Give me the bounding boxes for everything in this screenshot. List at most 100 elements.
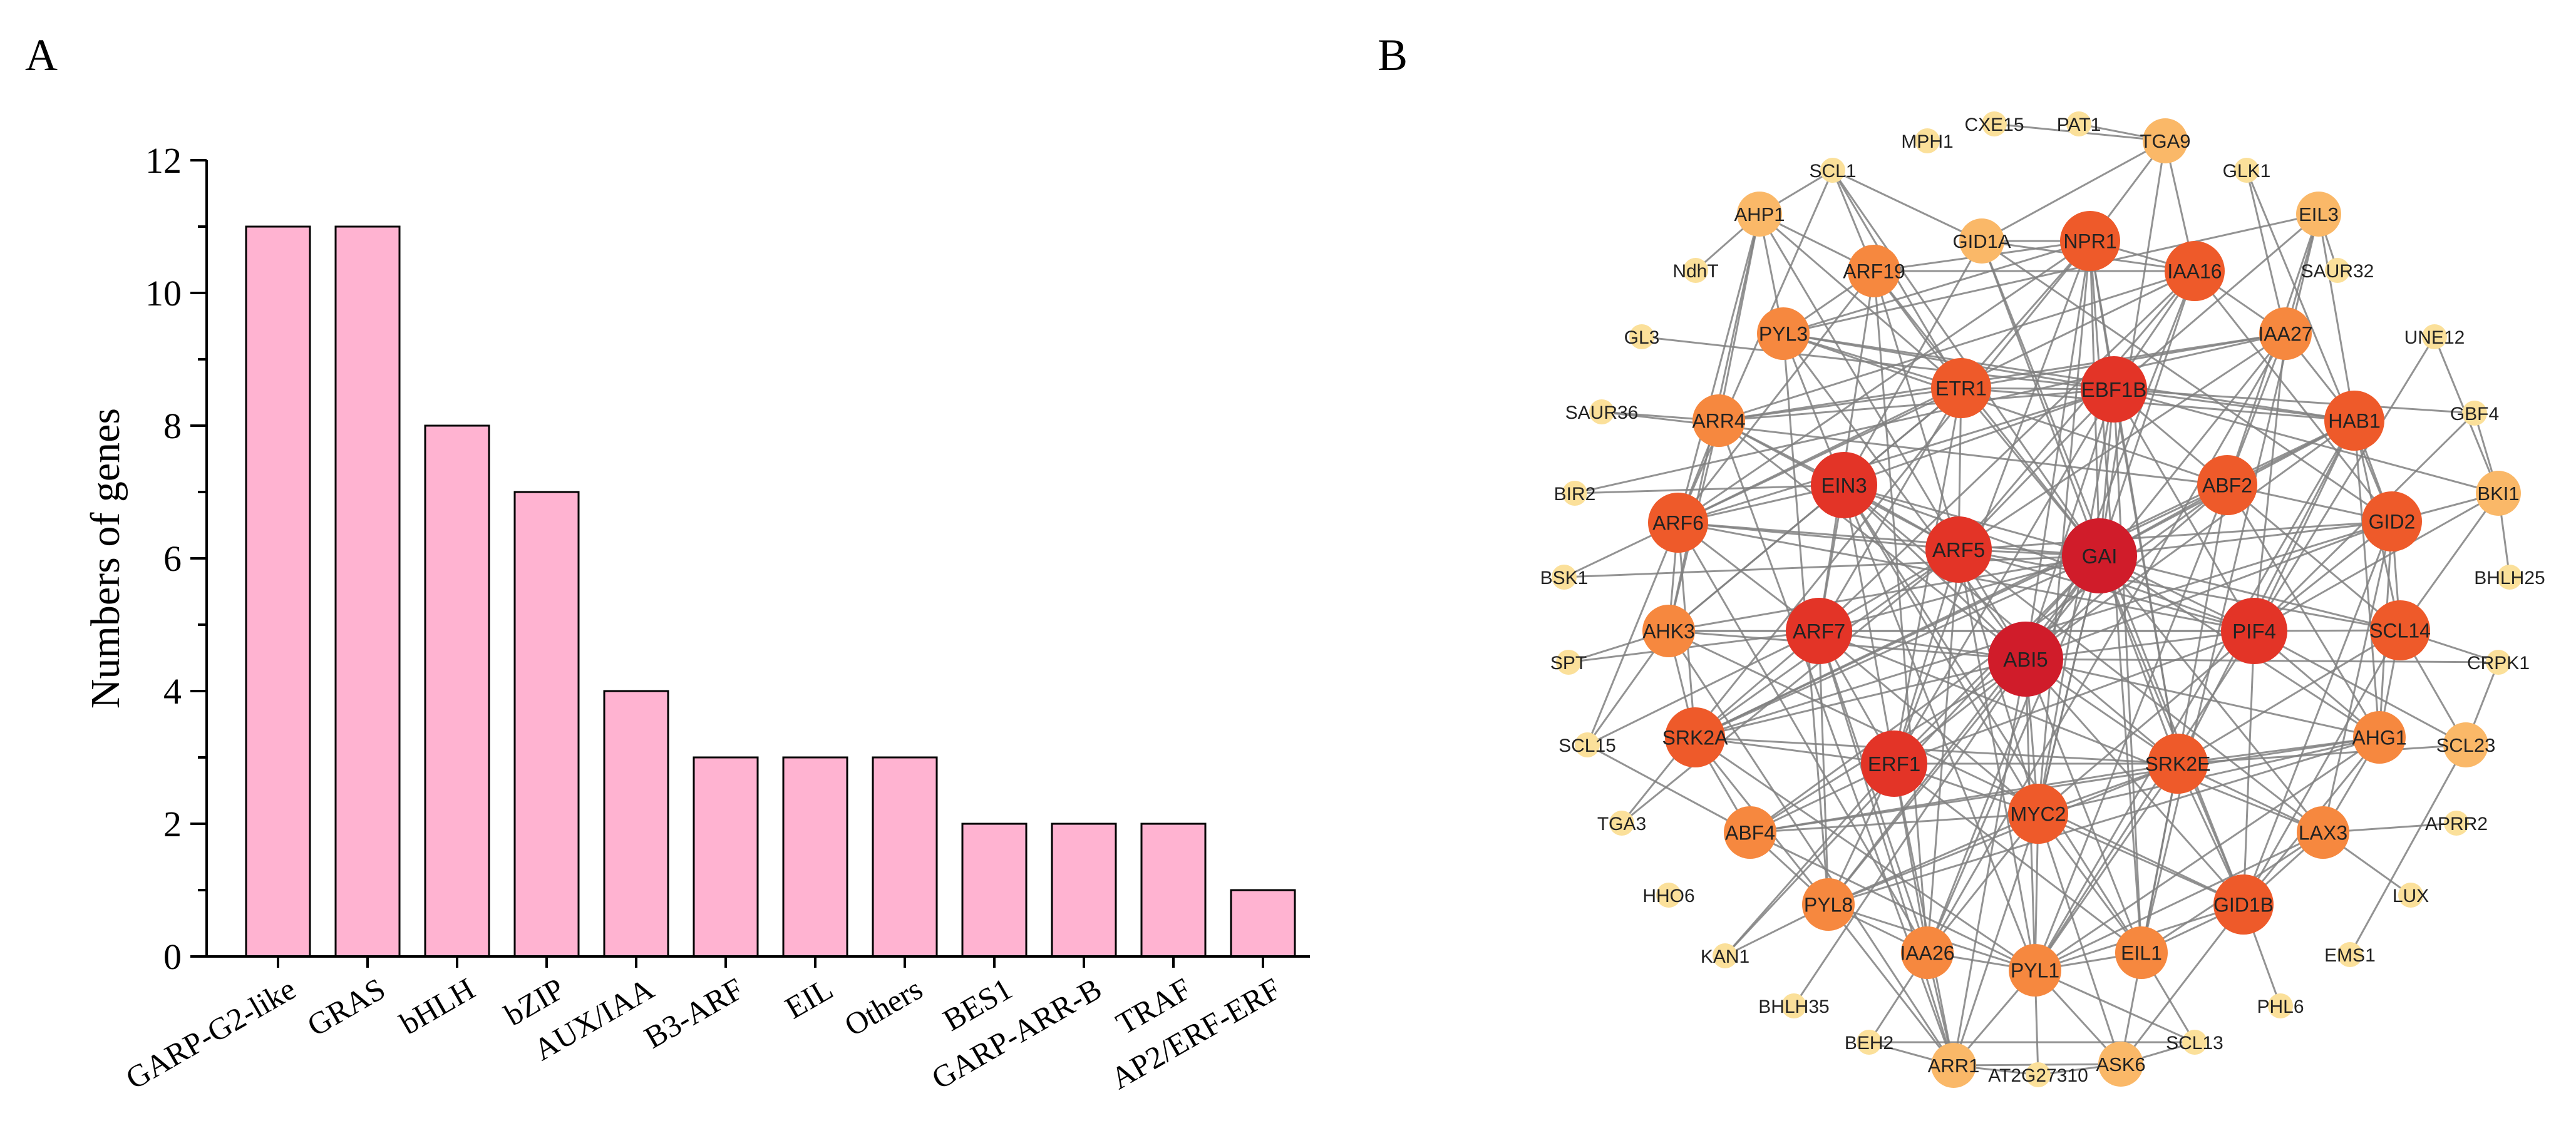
- node-label: IAA27: [2258, 323, 2312, 346]
- node-label: ARF5: [1932, 538, 1985, 561]
- node-label: AT2G27310: [1988, 1065, 2088, 1086]
- node-circle: [1683, 258, 1708, 283]
- network-edge: [2099, 520, 2393, 557]
- node-UNE12: UNE12: [2404, 324, 2465, 349]
- network-edge: [1843, 484, 2039, 814]
- node-SPT: SPT: [1550, 650, 1587, 675]
- node-label: EIN3: [1821, 474, 1867, 497]
- node-label: BSK1: [1540, 568, 1589, 588]
- node-circle: [1629, 324, 1654, 349]
- network-edge: [1952, 659, 2027, 1066]
- node-circle: [1724, 806, 1776, 859]
- network-edge: [2037, 389, 2115, 814]
- node-circle: [2026, 1062, 2051, 1087]
- node-LAX3: LAX3: [2297, 806, 2349, 859]
- node-NPR1: NPR1: [2060, 211, 2120, 271]
- node-label: ARF6: [1652, 512, 1704, 535]
- network-edge: [1668, 630, 2244, 906]
- node-label: SCL15: [1558, 736, 1616, 756]
- node-label: PAT1: [2057, 115, 2101, 135]
- network-edge: [1783, 213, 2319, 335]
- network-edge: [1893, 240, 2091, 764]
- network-edge: [1718, 332, 2286, 422]
- node-EIL3: EIL3: [2296, 192, 2341, 237]
- node-label: BEH2: [1845, 1033, 1893, 1053]
- network-edge: [2245, 170, 2287, 334]
- node-label: EBF1B: [2081, 378, 2147, 401]
- network-edge: [1621, 548, 1959, 824]
- network-edge: [2024, 333, 2287, 660]
- node-circle: [2370, 600, 2430, 660]
- network-edge: [1749, 736, 2380, 834]
- node-circle: [2143, 118, 2188, 163]
- node-GBF4: GBF4: [2450, 401, 2499, 426]
- node-BIR2: BIR2: [1554, 481, 1596, 506]
- network-edge: [1952, 813, 2039, 1066]
- node-circle: [2148, 734, 2208, 794]
- network-edge: [2322, 521, 2393, 833]
- node-SCL13: SCL13: [2166, 1030, 2223, 1055]
- network-edge: [1926, 270, 2196, 953]
- node-circle: [2009, 944, 2061, 997]
- network-edge: [1574, 332, 2286, 495]
- bar-GRAS: [334, 225, 401, 958]
- x-tick-label: GARP-G2-like: [120, 971, 301, 1096]
- network-edge: [1694, 736, 2036, 971]
- node-circle: [1713, 943, 1738, 968]
- node-circle: [2197, 455, 2257, 515]
- node-label: NdhT: [1672, 261, 1718, 282]
- network-edge: [2034, 831, 2324, 971]
- network-edge: [1694, 736, 2178, 765]
- network-edge: [1981, 240, 2393, 523]
- y-axis-title: Numbers of genes: [83, 408, 128, 709]
- bar-GARP-ARR-B: [1051, 823, 1117, 958]
- node-circle: [2296, 192, 2341, 237]
- node-circle: [1848, 245, 1900, 297]
- node-IAA16: IAA16: [2165, 241, 2225, 301]
- node-TGA9: TGA9: [2140, 118, 2190, 163]
- node-label: HAB1: [2328, 410, 2381, 433]
- node-circle: [1802, 878, 1855, 931]
- node-circle: [2476, 471, 2521, 516]
- node-label: BHLH25: [2474, 568, 2545, 588]
- node-label: ARR1: [1928, 1055, 1980, 1077]
- node-BKI1: BKI1: [2476, 471, 2521, 516]
- node-label: GID1A: [1952, 230, 2011, 252]
- network-edge: [1958, 332, 2286, 551]
- node-label: PYL1: [2011, 960, 2059, 982]
- network-edge: [2353, 420, 2381, 738]
- network-edge: [1793, 659, 2027, 1007]
- node-circle: [2008, 784, 2068, 844]
- node-ARF6: ARF6: [1648, 493, 1708, 553]
- network-edge: [1677, 213, 1761, 523]
- bar-BES1: [961, 823, 1028, 958]
- node-circle: [1737, 192, 1782, 237]
- network-edge: [2037, 555, 2101, 814]
- network-edge: [1718, 270, 2195, 422]
- node-label: ABI5: [2003, 648, 2048, 671]
- node-circle: [2268, 993, 2293, 1018]
- node-MYC2: MYC2: [2008, 784, 2068, 844]
- network-edge: [2034, 969, 2195, 1043]
- network-edge: [1828, 812, 2039, 906]
- node-circle: [2398, 883, 2423, 908]
- node-circle: [1556, 650, 1581, 675]
- node-PYL1: PYL1: [2009, 944, 2061, 997]
- node-circle: [2098, 1042, 2143, 1087]
- network-edge: [2242, 630, 2401, 905]
- y-tick-label: 2: [163, 804, 182, 844]
- node-circle: [1988, 622, 2063, 697]
- node-circle: [2297, 806, 2349, 859]
- node-label: SRK2A: [1662, 727, 1729, 749]
- node-label: BIR2: [1554, 484, 1596, 505]
- node-circle: [2182, 1030, 2207, 1055]
- node-circle: [2165, 241, 2225, 301]
- node-ABF4: ABF4: [1724, 806, 1776, 859]
- node-circle: [2234, 158, 2259, 183]
- node-circle: [1901, 926, 1954, 979]
- network-edge: [1958, 548, 2324, 834]
- node-circle: [1982, 111, 2007, 136]
- node-label: PIF4: [2232, 620, 2276, 643]
- bar-AP2/ERF-ERF: [1230, 889, 1296, 958]
- node-circle: [2497, 565, 2522, 590]
